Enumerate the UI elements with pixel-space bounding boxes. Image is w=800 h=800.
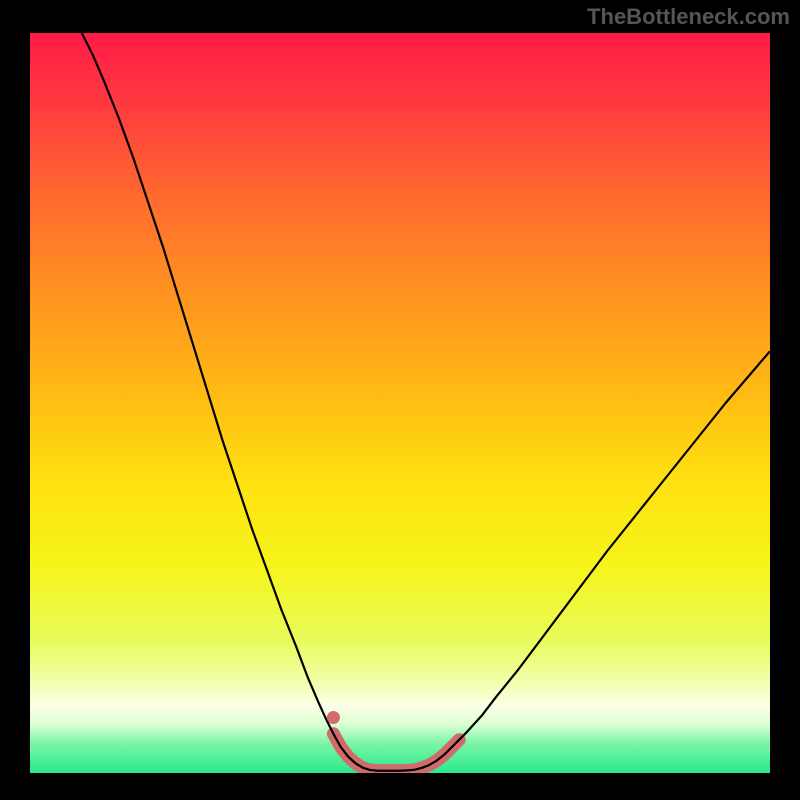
gradient-background <box>30 33 770 773</box>
watermark-text: TheBottleneck.com <box>587 4 790 30</box>
plot-area <box>30 33 770 773</box>
marker-dot <box>327 711 340 724</box>
chart-container: TheBottleneck.com <box>0 0 800 800</box>
chart-svg <box>30 33 770 773</box>
